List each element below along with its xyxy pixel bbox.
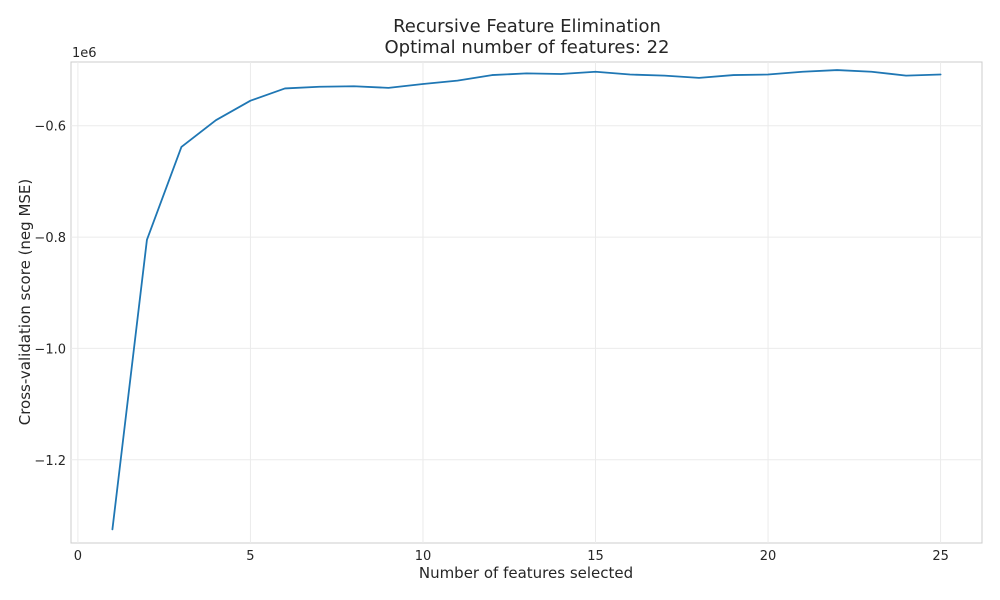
x-tick-label: 5 <box>246 549 254 564</box>
x-tick-label: 20 <box>760 549 777 564</box>
y-tick-label: −1.2 <box>34 454 66 469</box>
grid <box>71 62 982 543</box>
y-tick-label: −0.8 <box>34 231 66 246</box>
y-tick-label: −1.0 <box>34 342 66 357</box>
plot-area <box>70 61 983 544</box>
series-line <box>111 69 942 531</box>
x-tick-label: 25 <box>932 549 949 564</box>
y-tick-label: −0.6 <box>34 120 66 135</box>
y-offset-label: 1e6 <box>72 46 97 61</box>
chart-subtitle: Optimal number of features: 22 <box>384 37 669 58</box>
chart-title: Recursive Feature Elimination <box>393 16 661 37</box>
x-tick-label: 15 <box>587 549 604 564</box>
y-axis-ticks: −0.6 −0.8 −1.0 −1.2 <box>34 120 66 469</box>
x-tick-label: 0 <box>74 549 82 564</box>
x-axis-ticks: 0 5 10 15 20 25 <box>74 549 949 564</box>
x-axis-label: Number of features selected <box>419 564 633 582</box>
series-layer <box>111 69 942 531</box>
x-tick-label: 10 <box>415 549 432 564</box>
y-axis-label: Cross-validation score (neg MSE) <box>16 179 34 426</box>
